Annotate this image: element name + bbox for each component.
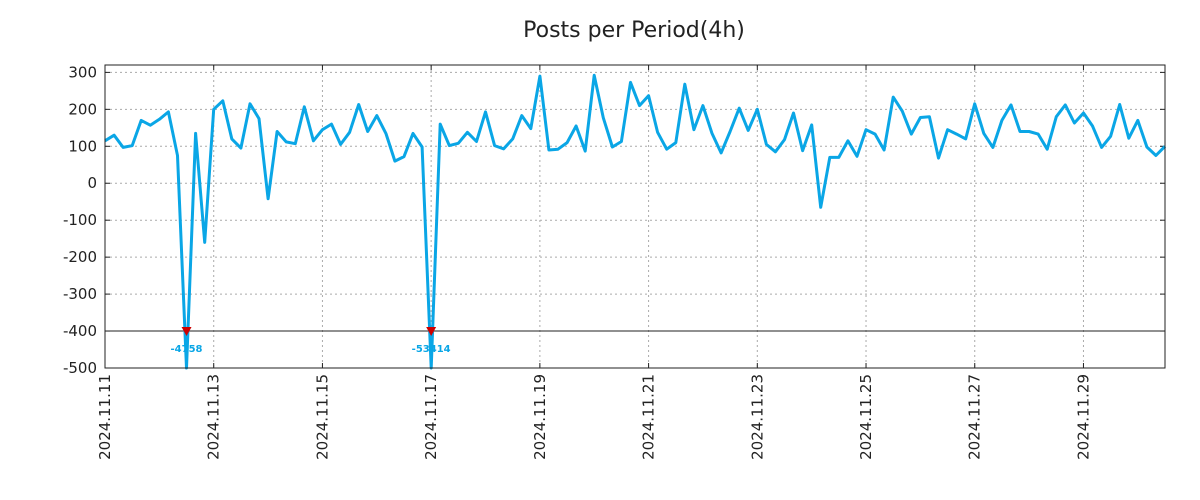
x-tick-label: 2024.11.15	[313, 374, 331, 460]
plot-frame	[104, 64, 1166, 369]
y-tick-label: -400	[63, 322, 97, 340]
y-tick-label: -100	[63, 211, 97, 229]
outlier-label: -4758	[171, 344, 203, 355]
x-tick-label: 2024.11.19	[531, 374, 549, 460]
x-tick-label: 2024.11.27	[966, 374, 984, 460]
y-tick-label: 200	[68, 100, 97, 118]
y-tick-label: 100	[68, 137, 97, 155]
x-tick-label: 2024.11.29	[1074, 374, 1092, 460]
x-tick-label: 2024.11.13	[205, 374, 223, 460]
y-tick-label: 0	[87, 174, 97, 192]
grid-layer	[105, 65, 1165, 368]
outlier-marker	[181, 327, 192, 337]
chart-title: Posts per Period(4h)	[523, 18, 745, 43]
x-tick-label: 2024.11.25	[857, 374, 875, 460]
series-line-posts	[104, 73, 1167, 370]
x-tick-label: 2024.11.11	[96, 374, 114, 460]
y-tick-label: 300	[68, 63, 97, 81]
outlier-marker	[426, 327, 437, 337]
x-tick-label: 2024.11.21	[640, 374, 658, 460]
outlier-layer: -4758 -53414	[171, 327, 451, 355]
x-tick-label: 2024.11.23	[748, 374, 766, 460]
y-tick-label: -200	[63, 248, 97, 266]
y-tick-label: -500	[63, 359, 97, 377]
series-layer	[104, 73, 1167, 370]
x-tick-label: 2024.11.17	[422, 374, 440, 460]
y-tick-label: -300	[63, 285, 97, 303]
outlier-label: -53414	[412, 344, 451, 355]
axis-layer: 300 200 100 0 -100 -200 -300 -400 -5002024.11.11…	[63, 63, 1165, 460]
